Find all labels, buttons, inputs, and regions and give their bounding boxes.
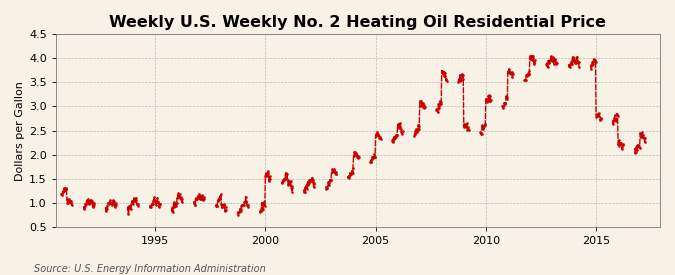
Title: Weekly U.S. Weekly No. 2 Heating Oil Residential Price: Weekly U.S. Weekly No. 2 Heating Oil Res…: [109, 15, 606, 30]
Text: Source: U.S. Energy Information Administration: Source: U.S. Energy Information Administ…: [34, 264, 265, 274]
Y-axis label: Dollars per Gallon: Dollars per Gallon: [15, 81, 25, 180]
